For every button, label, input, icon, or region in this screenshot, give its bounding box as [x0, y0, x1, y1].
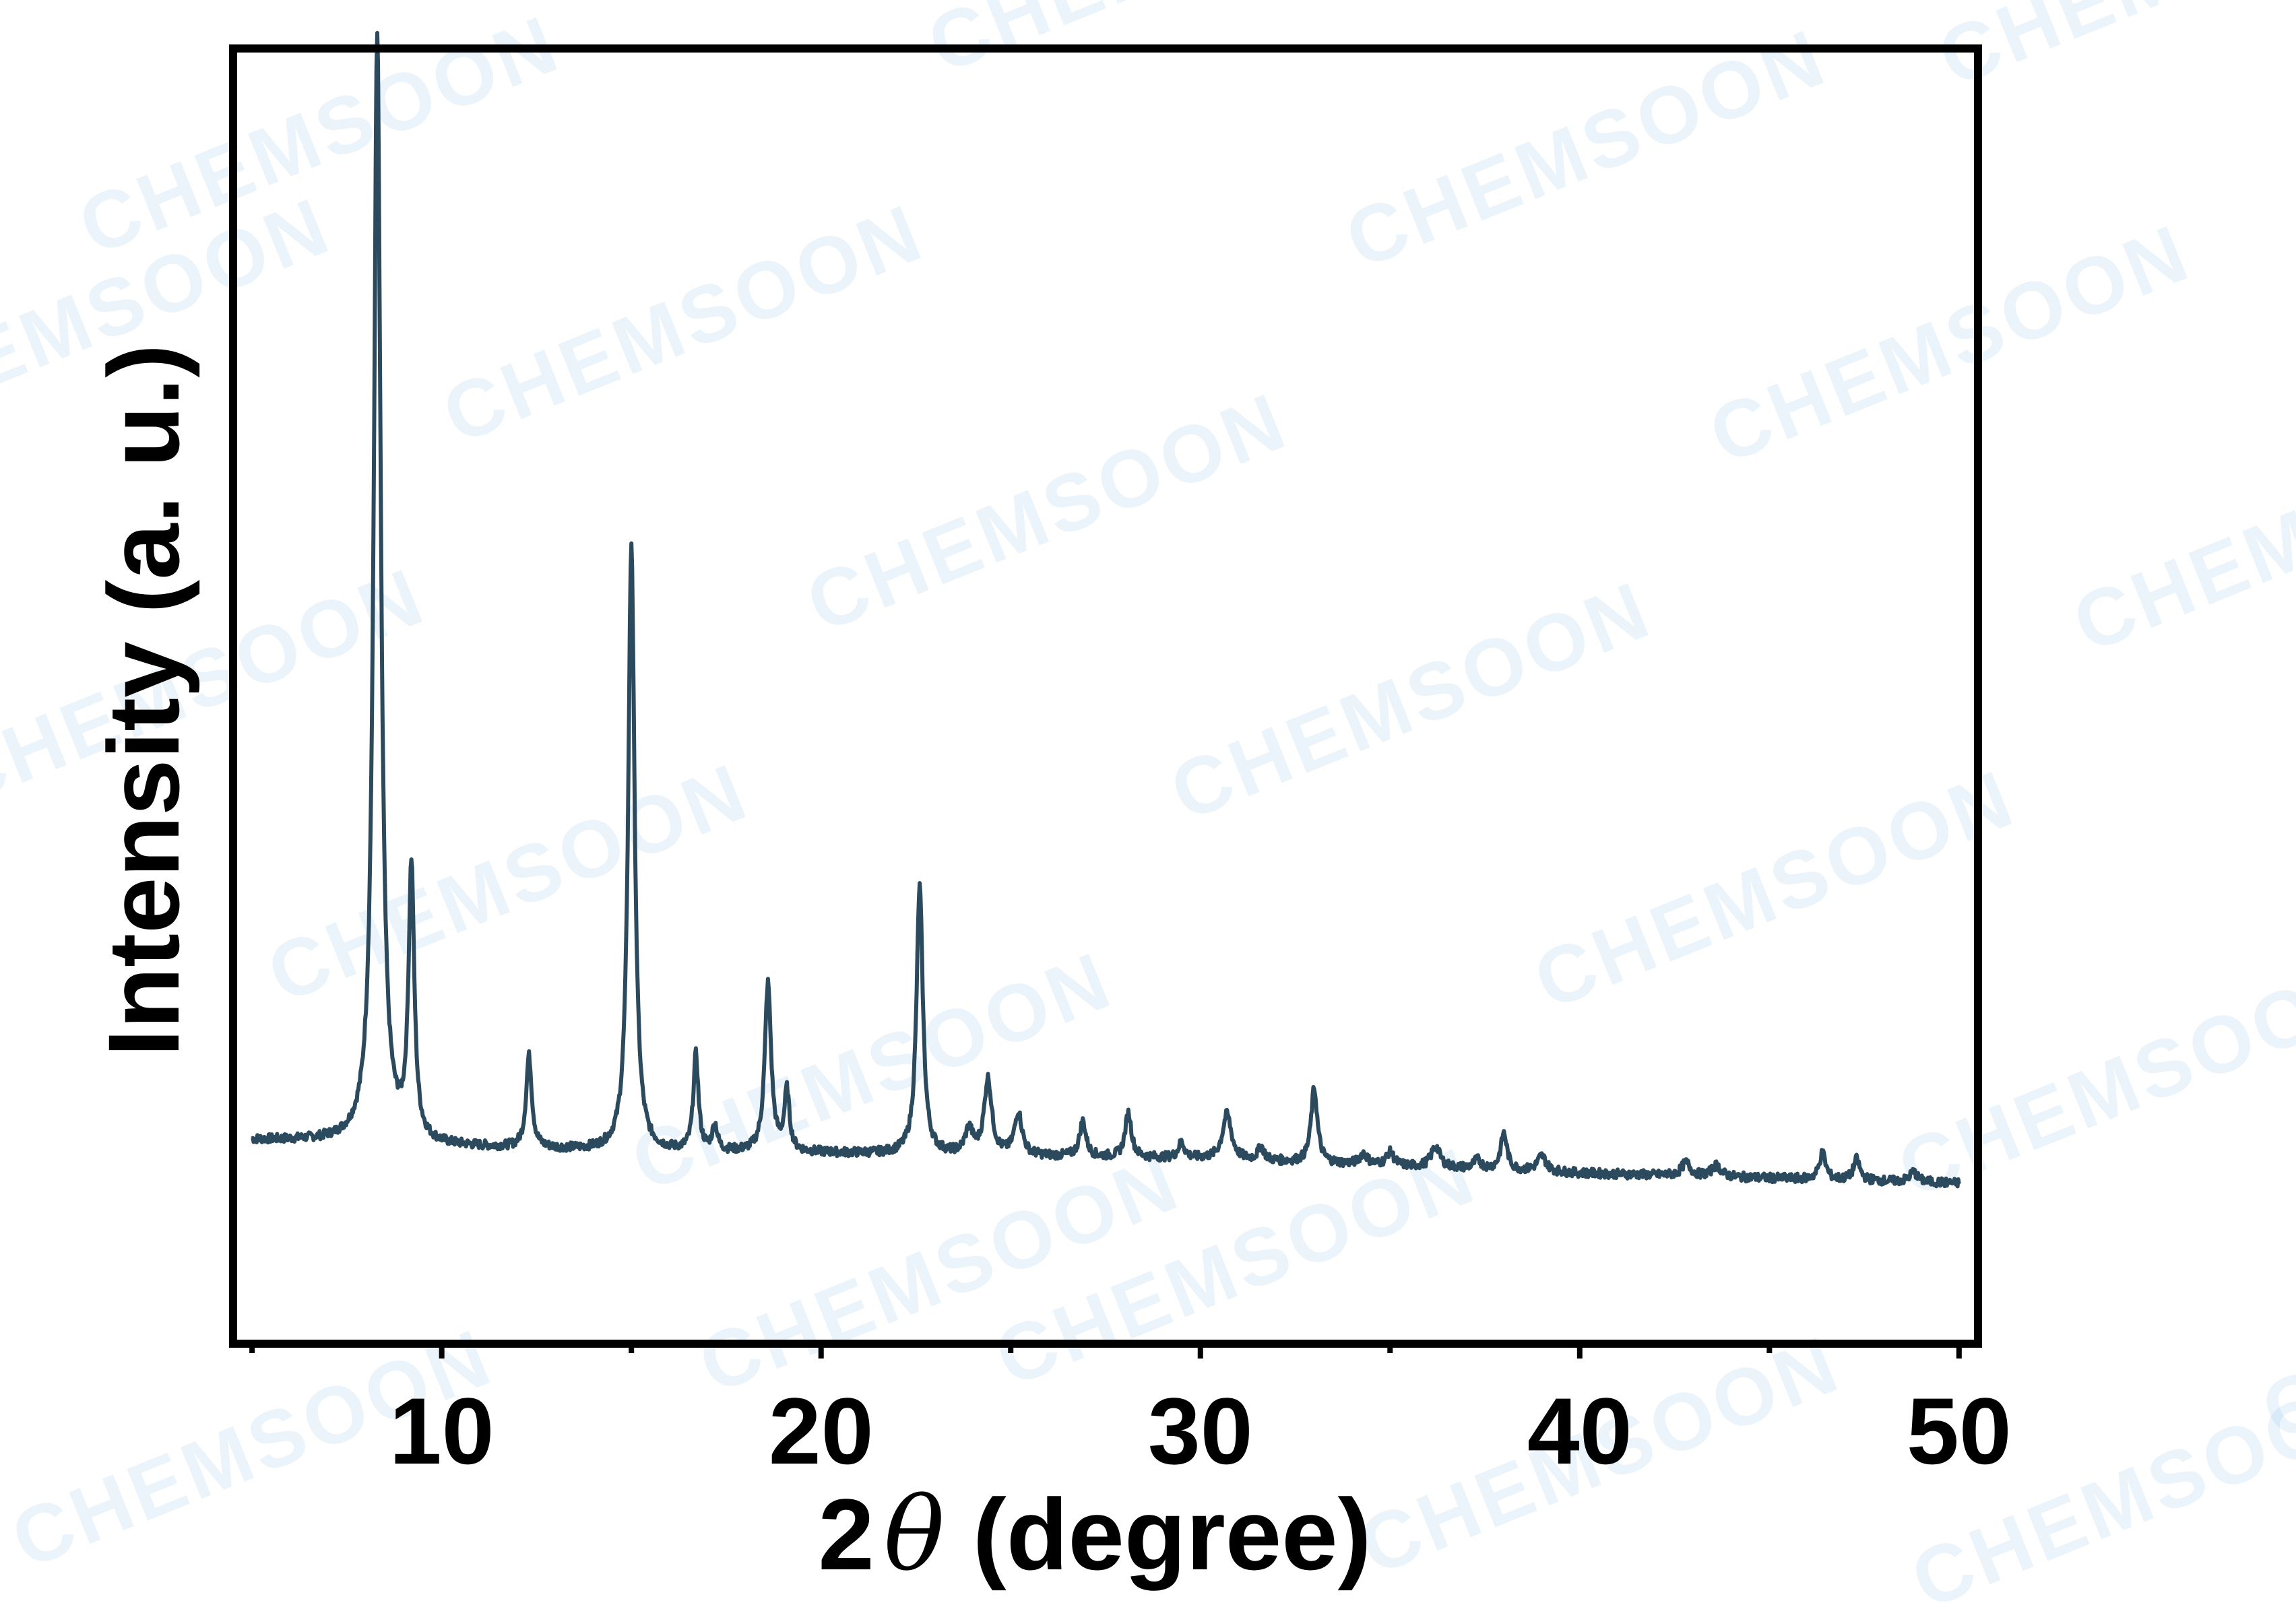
watermark-text: CHEMSOON	[1523, 752, 2028, 1026]
watermark-text: CHEMSOON	[2062, 395, 2296, 669]
watermark-text: CHEMSOON	[256, 746, 761, 1020]
plot-frame	[229, 44, 1982, 1348]
x-axis-label-prefix: 2	[818, 1478, 874, 1591]
x-tick-label: 20	[769, 1378, 874, 1484]
watermark-text: CHEMSOON	[1698, 207, 2203, 481]
x-axis-label: 2θ (degree)	[818, 1476, 1371, 1594]
x-axis-ticks	[249, 1344, 1962, 1359]
x-tick-label: 50	[1907, 1378, 2012, 1484]
x-axis-label-suffix: (degree)	[945, 1478, 1371, 1591]
watermark-text: CHEMSOON	[1886, 941, 2296, 1215]
watermark-text: CHEMSOON	[795, 375, 1300, 649]
y-axis-label: Intensity (a. u.)	[87, 344, 200, 1057]
watermark-text: CHEMSOON	[1159, 564, 1664, 838]
diffraction-pattern-line	[251, 30, 1961, 1189]
x-tick-label: 10	[389, 1378, 495, 1484]
x-axis-label-theta: θ	[884, 1476, 945, 1594]
x-tick-label: 40	[1527, 1378, 1632, 1484]
watermark-text: CHEMSOON	[431, 187, 936, 461]
x-axis-tick-labels: 10 20 30 40 50	[389, 1378, 2012, 1484]
watermark-text: CHEMSOON	[1334, 11, 1839, 286]
plot-area: 10 20 30 40 50	[229, 30, 2012, 1484]
x-tick-label: 30	[1148, 1378, 1253, 1484]
